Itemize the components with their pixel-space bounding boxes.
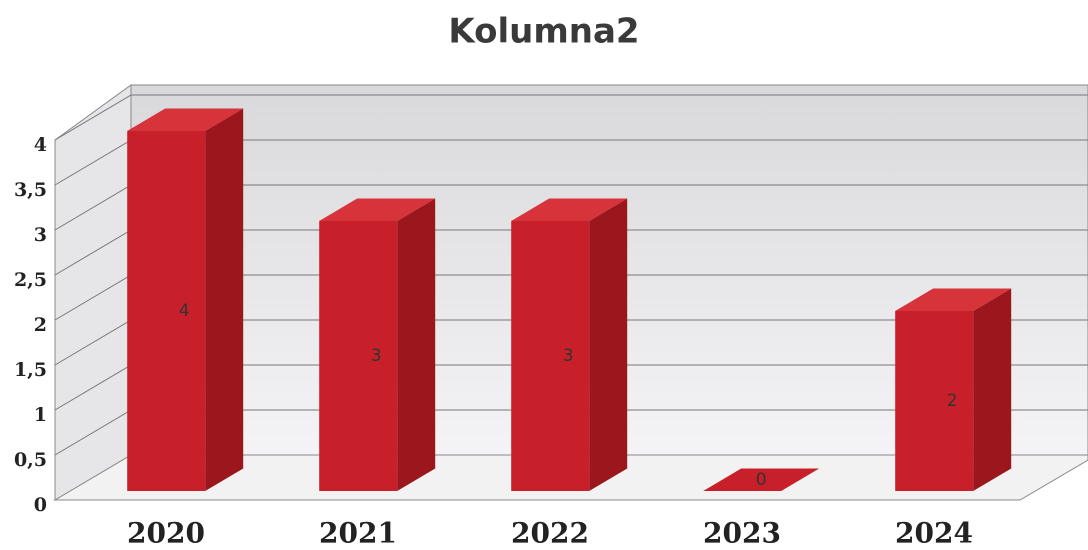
y-tick-label: 0,5: [14, 449, 47, 471]
y-tick-label: 4: [34, 134, 47, 156]
chart-title: Kolumna2: [448, 12, 639, 52]
bar-top: [895, 288, 1012, 311]
x-tick-label: 2021: [319, 517, 397, 550]
value-label: 4: [179, 301, 190, 321]
grid-line: [54, 364, 132, 411]
y-tick-label: 1,5: [14, 359, 47, 381]
x-tick-label: 2024: [895, 517, 973, 550]
bar-side: [973, 288, 1012, 491]
bar: [511, 221, 590, 491]
bar-top: [319, 198, 436, 221]
x-tick-label: 2020: [127, 517, 205, 550]
grid-line: [54, 184, 132, 231]
value-label: 2: [947, 391, 958, 411]
grid-line: [54, 229, 132, 276]
y-tick-label: 3: [34, 224, 47, 246]
bar: [703, 468, 820, 491]
y-tick-label: 1: [34, 404, 47, 426]
y-tick-label: 3,5: [14, 179, 47, 201]
grid-line: [54, 319, 132, 366]
grid-line: [54, 409, 132, 456]
bar: [319, 221, 398, 491]
bar-side: [205, 108, 244, 491]
grid-line: [54, 274, 132, 321]
grid-line: [54, 139, 132, 186]
bar: [127, 131, 206, 491]
x-tick-label: 2022: [511, 517, 589, 550]
value-label: 3: [371, 346, 382, 366]
y-tick-label: 0: [34, 494, 47, 516]
grid-line: [54, 94, 132, 141]
y-tick-label: 2: [34, 314, 47, 336]
bar-side: [589, 198, 628, 491]
bar: [895, 311, 974, 491]
bar-side: [397, 198, 436, 491]
value-label: 3: [563, 346, 574, 366]
bar-top: [511, 198, 628, 221]
x-tick-label: 2023: [703, 517, 781, 550]
y-tick-label: 2,5: [14, 269, 47, 291]
bar-top: [127, 108, 244, 131]
value-label: 0: [756, 470, 767, 490]
